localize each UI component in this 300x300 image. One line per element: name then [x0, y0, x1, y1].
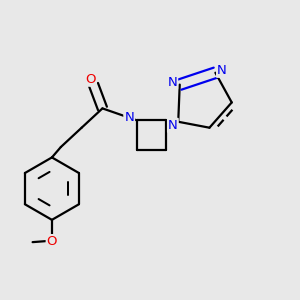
Text: O: O [85, 73, 96, 86]
Text: N: N [124, 111, 134, 124]
Text: N: N [167, 76, 177, 89]
Text: O: O [47, 235, 57, 248]
Text: N: N [168, 119, 178, 132]
Text: N: N [217, 64, 227, 77]
